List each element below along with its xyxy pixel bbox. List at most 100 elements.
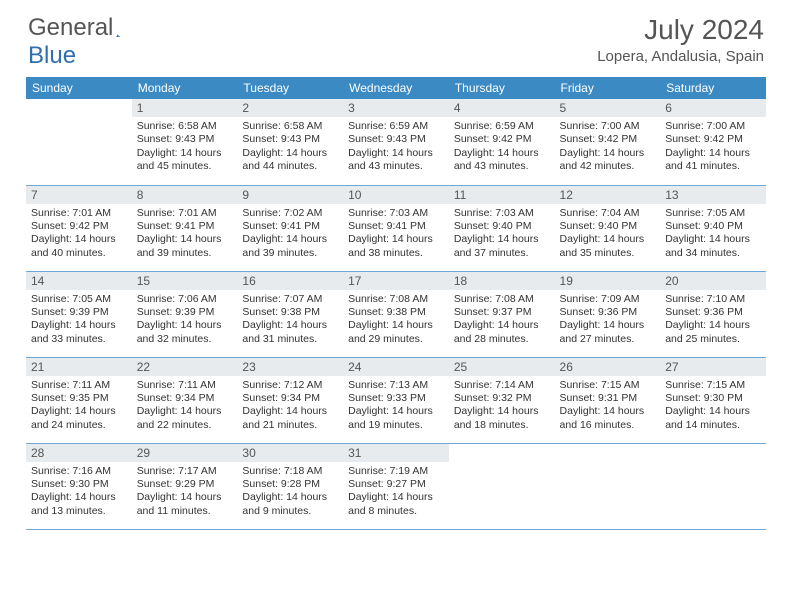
daylight-line: Daylight: 14 hours and 29 minutes.: [348, 319, 444, 346]
day-data: Sunrise: 7:04 AMSunset: 9:40 PMDaylight:…: [555, 204, 661, 264]
day-number: 6: [660, 99, 766, 117]
calendar-cell: 9Sunrise: 7:02 AMSunset: 9:41 PMDaylight…: [237, 185, 343, 271]
daylight-line: Daylight: 14 hours and 25 minutes.: [665, 319, 761, 346]
daylight-line: Daylight: 14 hours and 22 minutes.: [137, 405, 233, 432]
day-data: Sunrise: 6:59 AMSunset: 9:42 PMDaylight:…: [449, 117, 555, 177]
calendar-cell-empty: [555, 443, 661, 529]
sunset-line: Sunset: 9:43 PM: [348, 133, 444, 146]
sunset-line: Sunset: 9:30 PM: [665, 392, 761, 405]
calendar-cell: 11Sunrise: 7:03 AMSunset: 9:40 PMDayligh…: [449, 185, 555, 271]
calendar-cell-empty: [26, 99, 132, 185]
sunset-line: Sunset: 9:43 PM: [242, 133, 338, 146]
day-data: Sunrise: 7:00 AMSunset: 9:42 PMDaylight:…: [660, 117, 766, 177]
daylight-line: Daylight: 14 hours and 13 minutes.: [31, 491, 127, 518]
calendar-cell: 30Sunrise: 7:18 AMSunset: 9:28 PMDayligh…: [237, 443, 343, 529]
day-data: Sunrise: 7:14 AMSunset: 9:32 PMDaylight:…: [449, 376, 555, 436]
sunrise-line: Sunrise: 7:03 AM: [348, 207, 444, 220]
day-data: Sunrise: 7:15 AMSunset: 9:30 PMDaylight:…: [660, 376, 766, 436]
calendar-cell: 23Sunrise: 7:12 AMSunset: 9:34 PMDayligh…: [237, 357, 343, 443]
day-data: Sunrise: 7:02 AMSunset: 9:41 PMDaylight:…: [237, 204, 343, 264]
daylight-line: Daylight: 14 hours and 34 minutes.: [665, 233, 761, 260]
sunrise-line: Sunrise: 6:58 AM: [242, 120, 338, 133]
sunrise-line: Sunrise: 7:11 AM: [137, 379, 233, 392]
day-data: Sunrise: 7:11 AMSunset: 9:35 PMDaylight:…: [26, 376, 132, 436]
day-data: Sunrise: 7:08 AMSunset: 9:37 PMDaylight:…: [449, 290, 555, 350]
sunset-line: Sunset: 9:42 PM: [31, 220, 127, 233]
sunset-line: Sunset: 9:31 PM: [560, 392, 656, 405]
logo-text-2: Blue: [28, 42, 76, 70]
calendar-cell: 19Sunrise: 7:09 AMSunset: 9:36 PMDayligh…: [555, 271, 661, 357]
sunset-line: Sunset: 9:43 PM: [137, 133, 233, 146]
day-data: Sunrise: 7:12 AMSunset: 9:34 PMDaylight:…: [237, 376, 343, 436]
calendar-cell: 17Sunrise: 7:08 AMSunset: 9:38 PMDayligh…: [343, 271, 449, 357]
sunset-line: Sunset: 9:28 PM: [242, 478, 338, 491]
sunrise-line: Sunrise: 6:59 AM: [348, 120, 444, 133]
sunrise-line: Sunrise: 7:00 AM: [560, 120, 656, 133]
sunrise-line: Sunrise: 7:19 AM: [348, 465, 444, 478]
sunrise-line: Sunrise: 7:05 AM: [31, 293, 127, 306]
daylight-line: Daylight: 14 hours and 18 minutes.: [454, 405, 550, 432]
day-number: 11: [449, 186, 555, 204]
day-data: Sunrise: 7:10 AMSunset: 9:36 PMDaylight:…: [660, 290, 766, 350]
logo: General: [28, 14, 140, 42]
weekday-header: Friday: [555, 77, 661, 99]
calendar-cell: 20Sunrise: 7:10 AMSunset: 9:36 PMDayligh…: [660, 271, 766, 357]
sunrise-line: Sunrise: 7:04 AM: [560, 207, 656, 220]
sunrise-line: Sunrise: 7:18 AM: [242, 465, 338, 478]
sunset-line: Sunset: 9:32 PM: [454, 392, 550, 405]
sunset-line: Sunset: 9:39 PM: [137, 306, 233, 319]
sunrise-line: Sunrise: 7:13 AM: [348, 379, 444, 392]
sunrise-line: Sunrise: 7:16 AM: [31, 465, 127, 478]
day-number: 19: [555, 272, 661, 290]
daylight-line: Daylight: 14 hours and 16 minutes.: [560, 405, 656, 432]
daylight-line: Daylight: 14 hours and 31 minutes.: [242, 319, 338, 346]
day-number: 25: [449, 358, 555, 376]
day-number: 17: [343, 272, 449, 290]
day-number: 8: [132, 186, 238, 204]
sunset-line: Sunset: 9:41 PM: [348, 220, 444, 233]
day-data: Sunrise: 7:17 AMSunset: 9:29 PMDaylight:…: [132, 462, 238, 522]
sunset-line: Sunset: 9:38 PM: [242, 306, 338, 319]
daylight-line: Daylight: 14 hours and 28 minutes.: [454, 319, 550, 346]
calendar-cell: 5Sunrise: 7:00 AMSunset: 9:42 PMDaylight…: [555, 99, 661, 185]
calendar-cell: 22Sunrise: 7:11 AMSunset: 9:34 PMDayligh…: [132, 357, 238, 443]
daylight-line: Daylight: 14 hours and 24 minutes.: [31, 405, 127, 432]
sunrise-line: Sunrise: 7:17 AM: [137, 465, 233, 478]
calendar-cell: 4Sunrise: 6:59 AMSunset: 9:42 PMDaylight…: [449, 99, 555, 185]
calendar-cell: 26Sunrise: 7:15 AMSunset: 9:31 PMDayligh…: [555, 357, 661, 443]
calendar-cell: 25Sunrise: 7:14 AMSunset: 9:32 PMDayligh…: [449, 357, 555, 443]
daylight-line: Daylight: 14 hours and 39 minutes.: [137, 233, 233, 260]
day-number: 15: [132, 272, 238, 290]
calendar-cell: 31Sunrise: 7:19 AMSunset: 9:27 PMDayligh…: [343, 443, 449, 529]
sunset-line: Sunset: 9:33 PM: [348, 392, 444, 405]
daylight-line: Daylight: 14 hours and 9 minutes.: [242, 491, 338, 518]
day-data: Sunrise: 7:18 AMSunset: 9:28 PMDaylight:…: [237, 462, 343, 522]
daylight-line: Daylight: 14 hours and 11 minutes.: [137, 491, 233, 518]
sunset-line: Sunset: 9:40 PM: [560, 220, 656, 233]
weekday-header: Sunday: [26, 77, 132, 99]
day-data: Sunrise: 7:00 AMSunset: 9:42 PMDaylight:…: [555, 117, 661, 177]
day-data: Sunrise: 6:59 AMSunset: 9:43 PMDaylight:…: [343, 117, 449, 177]
sunset-line: Sunset: 9:29 PM: [137, 478, 233, 491]
sunset-line: Sunset: 9:41 PM: [242, 220, 338, 233]
day-number: 1: [132, 99, 238, 117]
calendar-row: 28Sunrise: 7:16 AMSunset: 9:30 PMDayligh…: [26, 443, 766, 529]
day-data: Sunrise: 7:01 AMSunset: 9:41 PMDaylight:…: [132, 204, 238, 264]
calendar-cell: 6Sunrise: 7:00 AMSunset: 9:42 PMDaylight…: [660, 99, 766, 185]
day-data: Sunrise: 7:01 AMSunset: 9:42 PMDaylight:…: [26, 204, 132, 264]
sunset-line: Sunset: 9:27 PM: [348, 478, 444, 491]
day-data: Sunrise: 7:03 AMSunset: 9:40 PMDaylight:…: [449, 204, 555, 264]
sunset-line: Sunset: 9:39 PM: [31, 306, 127, 319]
calendar-cell: 24Sunrise: 7:13 AMSunset: 9:33 PMDayligh…: [343, 357, 449, 443]
daylight-line: Daylight: 14 hours and 8 minutes.: [348, 491, 444, 518]
day-number: 30: [237, 444, 343, 462]
calendar-cell: 12Sunrise: 7:04 AMSunset: 9:40 PMDayligh…: [555, 185, 661, 271]
day-data: Sunrise: 7:06 AMSunset: 9:39 PMDaylight:…: [132, 290, 238, 350]
day-data: Sunrise: 6:58 AMSunset: 9:43 PMDaylight:…: [132, 117, 238, 177]
day-number: 22: [132, 358, 238, 376]
calendar-cell-empty: [660, 443, 766, 529]
day-number: 12: [555, 186, 661, 204]
calendar-cell: 16Sunrise: 7:07 AMSunset: 9:38 PMDayligh…: [237, 271, 343, 357]
sunset-line: Sunset: 9:34 PM: [242, 392, 338, 405]
sunrise-line: Sunrise: 7:10 AM: [665, 293, 761, 306]
